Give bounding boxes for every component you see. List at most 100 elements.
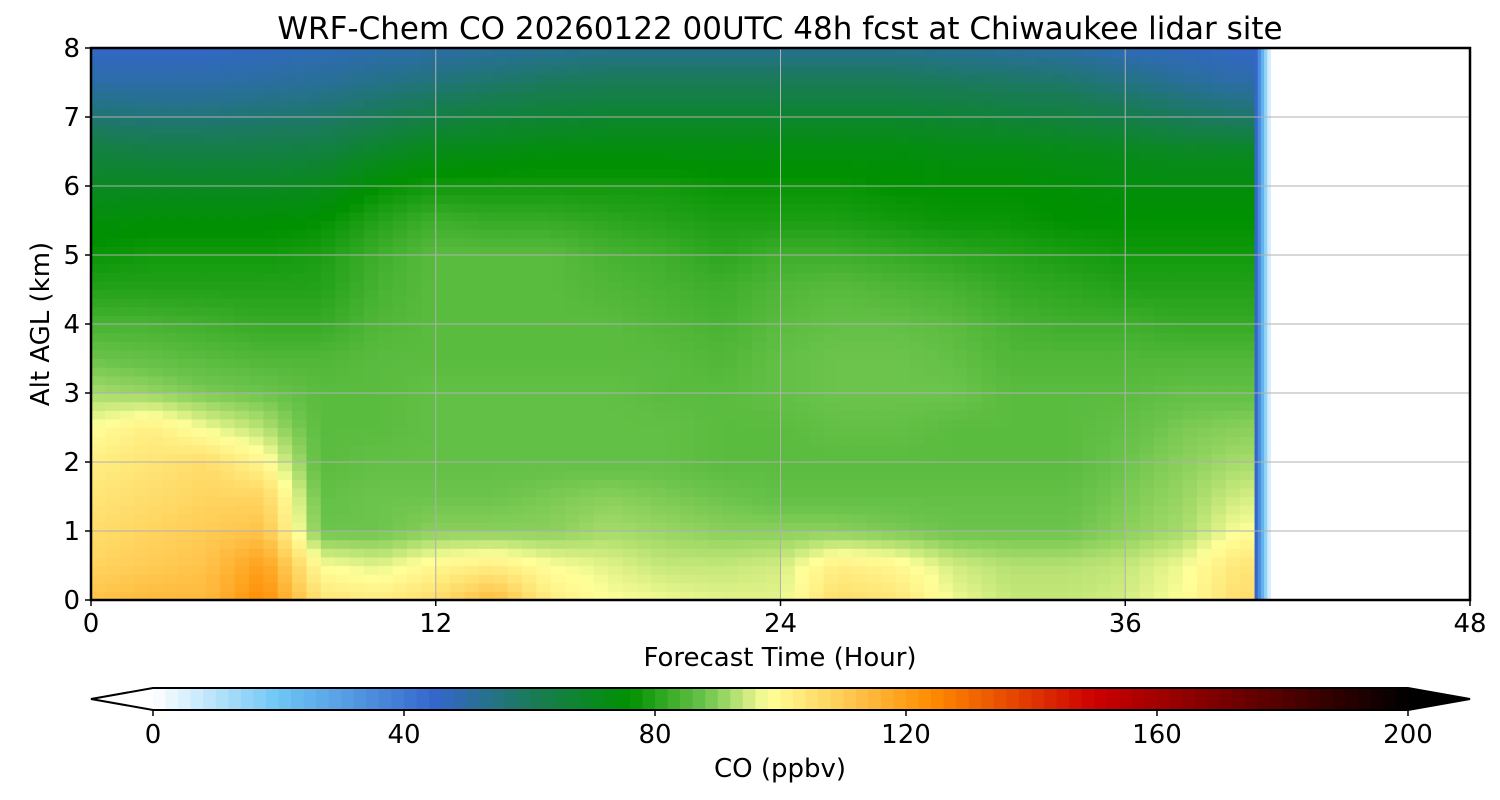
heatmap-cell [837, 194, 853, 204]
heatmap-cell [1010, 151, 1026, 161]
heatmap-cell [134, 332, 150, 342]
heatmap-cell [708, 324, 724, 334]
heatmap-cell [234, 194, 250, 204]
heatmap-cell [435, 237, 451, 247]
heatmap-cell [708, 384, 724, 394]
heatmap-cell [1096, 237, 1112, 247]
heatmap-cell [349, 73, 365, 84]
heatmap-cell [493, 341, 509, 351]
heatmap-cell [1168, 531, 1184, 541]
heatmap-cell [1110, 186, 1126, 196]
heatmap-cell [234, 410, 250, 420]
heatmap-cell [550, 479, 566, 489]
heatmap-cell [464, 298, 480, 308]
heatmap-cell [407, 263, 422, 273]
heatmap-cell [665, 418, 681, 429]
heatmap-cell [249, 479, 264, 489]
heatmap-cell [1010, 375, 1026, 385]
heatmap-cell [708, 349, 724, 360]
heatmap-cell [507, 401, 523, 411]
heatmap-cell [148, 229, 164, 239]
heatmap-cell [435, 556, 451, 567]
heatmap-cell [1082, 462, 1098, 472]
heatmap-cell [1168, 453, 1184, 463]
heatmap-cell [1153, 358, 1169, 368]
heatmap-cell [119, 410, 135, 420]
heatmap-cell [306, 324, 322, 334]
heatmap-cell [392, 211, 408, 222]
heatmap-cell [177, 349, 193, 360]
heatmap-cell [938, 73, 954, 84]
heatmap-cell [622, 556, 638, 567]
heatmap-cell [895, 591, 911, 601]
heatmap-cell [909, 108, 925, 118]
heatmap-cell [507, 332, 523, 342]
heatmap-cell [191, 272, 207, 282]
heatmap-cell [708, 99, 724, 109]
heatmap-cell [320, 332, 336, 342]
heatmap-cell [1168, 487, 1184, 498]
heatmap-cell [550, 513, 566, 523]
heatmap-cell [421, 531, 437, 541]
heatmap-cell [622, 73, 638, 84]
heatmap-cell [780, 272, 796, 282]
heatmap-cell [751, 444, 767, 454]
heatmap-cell [335, 436, 351, 446]
heatmap-cell [952, 246, 968, 256]
heatmap-cell [205, 177, 221, 187]
heatmap-cell [1125, 177, 1141, 187]
heatmap-cell [1168, 99, 1184, 109]
heatmap-cell [1197, 186, 1213, 196]
heatmap-cell [335, 505, 351, 515]
heatmap-cell [852, 142, 868, 153]
heatmap-cell [292, 531, 308, 541]
heatmap-cell [565, 263, 580, 273]
heatmap-cell [1067, 160, 1083, 170]
heatmap-cell [579, 306, 595, 316]
heatmap-cell [191, 324, 207, 334]
heatmap-cell [1197, 134, 1213, 144]
heatmap-cell [565, 220, 580, 230]
heatmap-cell [1110, 151, 1126, 161]
heatmap-cell [550, 582, 566, 592]
heatmap-cell [794, 151, 810, 161]
heatmap-cell [938, 539, 954, 549]
heatmap-cell [205, 470, 221, 480]
heatmap-cell [1096, 496, 1112, 506]
heatmap-cell [105, 306, 121, 316]
heatmap-cell [1082, 298, 1098, 308]
heatmap-cell [234, 487, 250, 498]
heatmap-cell [679, 582, 695, 592]
heatmap-cell [162, 168, 178, 178]
heatmap-cell [794, 591, 810, 601]
heatmap-cell [105, 91, 121, 101]
heatmap-cell [723, 341, 738, 351]
heatmap-cell [1082, 168, 1098, 178]
heatmap-cell [407, 384, 422, 394]
heatmap-cell [407, 410, 422, 420]
heatmap-cell [263, 65, 279, 75]
heatmap-cell [622, 203, 638, 213]
heatmap-cell [335, 522, 351, 532]
heatmap-cell [636, 591, 652, 601]
heatmap-cell [866, 436, 882, 446]
heatmap-cell [521, 582, 537, 592]
heatmap-cell [1139, 522, 1155, 532]
heatmap-cell [134, 255, 150, 265]
heatmap-cell [579, 186, 595, 196]
heatmap-cell [521, 255, 537, 265]
heatmap-cell [1082, 341, 1098, 351]
heatmap-cell [1182, 65, 1198, 75]
heatmap-cell [493, 324, 509, 334]
heatmap-cell [1039, 211, 1055, 222]
heatmap-cell [320, 229, 336, 239]
heatmap-cell [1024, 332, 1040, 342]
heatmap-cell [1096, 444, 1112, 454]
heatmap-cell [780, 237, 796, 247]
heatmap-cell [91, 496, 106, 506]
heatmap-cell [507, 125, 523, 135]
heatmap-cell [407, 436, 422, 446]
heatmap-cell [737, 315, 753, 325]
heatmap-cell [837, 289, 853, 299]
